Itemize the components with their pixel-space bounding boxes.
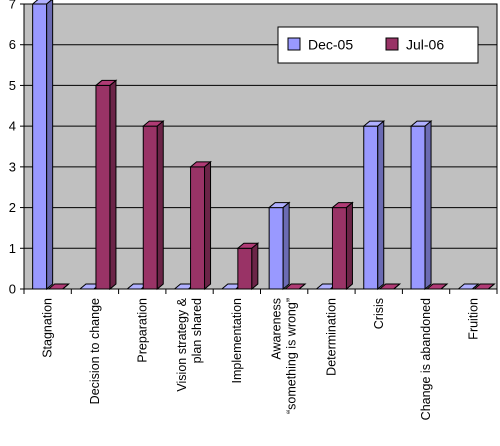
x-tick-label: Change is abandoned bbox=[419, 298, 433, 420]
bar-jul-06-side bbox=[440, 283, 448, 290]
x-tick-label-line: “something is wrong” bbox=[285, 298, 299, 414]
bar-jul-06-side bbox=[62, 283, 69, 290]
y-tick-label: 6 bbox=[9, 37, 16, 52]
x-tick-label: Stagnation bbox=[41, 298, 55, 358]
bar-dec-05-side bbox=[472, 283, 479, 290]
x-tick-label: Vision strategy &plan shared bbox=[175, 297, 204, 391]
bar-jul-06-front bbox=[95, 84, 111, 290]
bar-dec-05-front bbox=[363, 125, 379, 290]
x-tick-label: Fruition bbox=[466, 298, 480, 340]
bar-dec-05-top bbox=[31, 0, 53, 5]
bar-jul-06-front bbox=[142, 125, 158, 290]
x-tick-label-line: plan shared bbox=[190, 298, 204, 363]
x-tick-label-line: Implementation bbox=[230, 298, 244, 384]
x-tick-label-line: Awareness bbox=[270, 298, 284, 360]
bar-jul-06-front bbox=[237, 247, 253, 290]
bar-jul-06-side bbox=[204, 160, 212, 291]
x-tick-label-line: Crisis bbox=[372, 298, 386, 329]
bar-jul-06-side bbox=[488, 283, 495, 290]
bar-dec-05-side bbox=[282, 201, 290, 291]
bar-jul-06-side bbox=[298, 283, 306, 290]
bar-jul-06-front bbox=[190, 166, 206, 290]
y-tick-label: 4 bbox=[9, 119, 16, 134]
x-tick-label: Crisis bbox=[372, 298, 386, 329]
y-tick-label: 2 bbox=[9, 200, 16, 215]
x-tick-label: Implementation bbox=[230, 298, 244, 384]
y-tick-label: 0 bbox=[9, 282, 16, 297]
x-tick-label-line: Vision strategy & bbox=[175, 297, 189, 391]
bar-jul-06-side bbox=[251, 242, 259, 291]
x-tick-label-line: Decision to change bbox=[88, 298, 102, 404]
y-tick-label: 7 bbox=[9, 0, 16, 12]
bar-dec-05-side bbox=[46, 0, 54, 291]
y-tick-label: 5 bbox=[9, 78, 16, 93]
bar-jul-06-side bbox=[393, 283, 401, 290]
bar-dec-05-side bbox=[424, 120, 432, 291]
legend-label: Dec-05 bbox=[308, 37, 353, 53]
legend-swatch bbox=[287, 37, 301, 51]
y-tick-label: 3 bbox=[9, 159, 16, 174]
bar-jul-06-front bbox=[331, 207, 347, 290]
bar-jul-06-side bbox=[156, 120, 164, 291]
x-tick-label: Awareness“something is wrong” bbox=[270, 298, 299, 414]
bar-dec-05-front bbox=[410, 125, 426, 290]
x-tick-label-line: Stagnation bbox=[41, 298, 55, 358]
x-tick-label-line: Fruition bbox=[466, 298, 480, 340]
bar-dec-05-front bbox=[268, 207, 284, 290]
x-tick-label-line: Determination bbox=[324, 298, 338, 376]
x-tick-label: Preparation bbox=[135, 298, 149, 363]
legend-box bbox=[277, 26, 479, 64]
y-tick-label: 1 bbox=[9, 241, 16, 256]
bar-jul-06-side bbox=[345, 201, 353, 291]
x-tick-label-line: Preparation bbox=[135, 298, 149, 363]
x-tick-label: Decision to change bbox=[88, 298, 102, 404]
bar-dec-05-front bbox=[32, 3, 48, 290]
x-tick-label: Determination bbox=[324, 298, 338, 376]
bar-jul-06-side bbox=[109, 79, 117, 291]
x-tick-label-line: Change is abandoned bbox=[419, 298, 433, 420]
legend-swatch bbox=[385, 37, 399, 51]
legend-label: Jul-06 bbox=[406, 37, 444, 53]
bar-dec-05-side bbox=[377, 120, 385, 291]
